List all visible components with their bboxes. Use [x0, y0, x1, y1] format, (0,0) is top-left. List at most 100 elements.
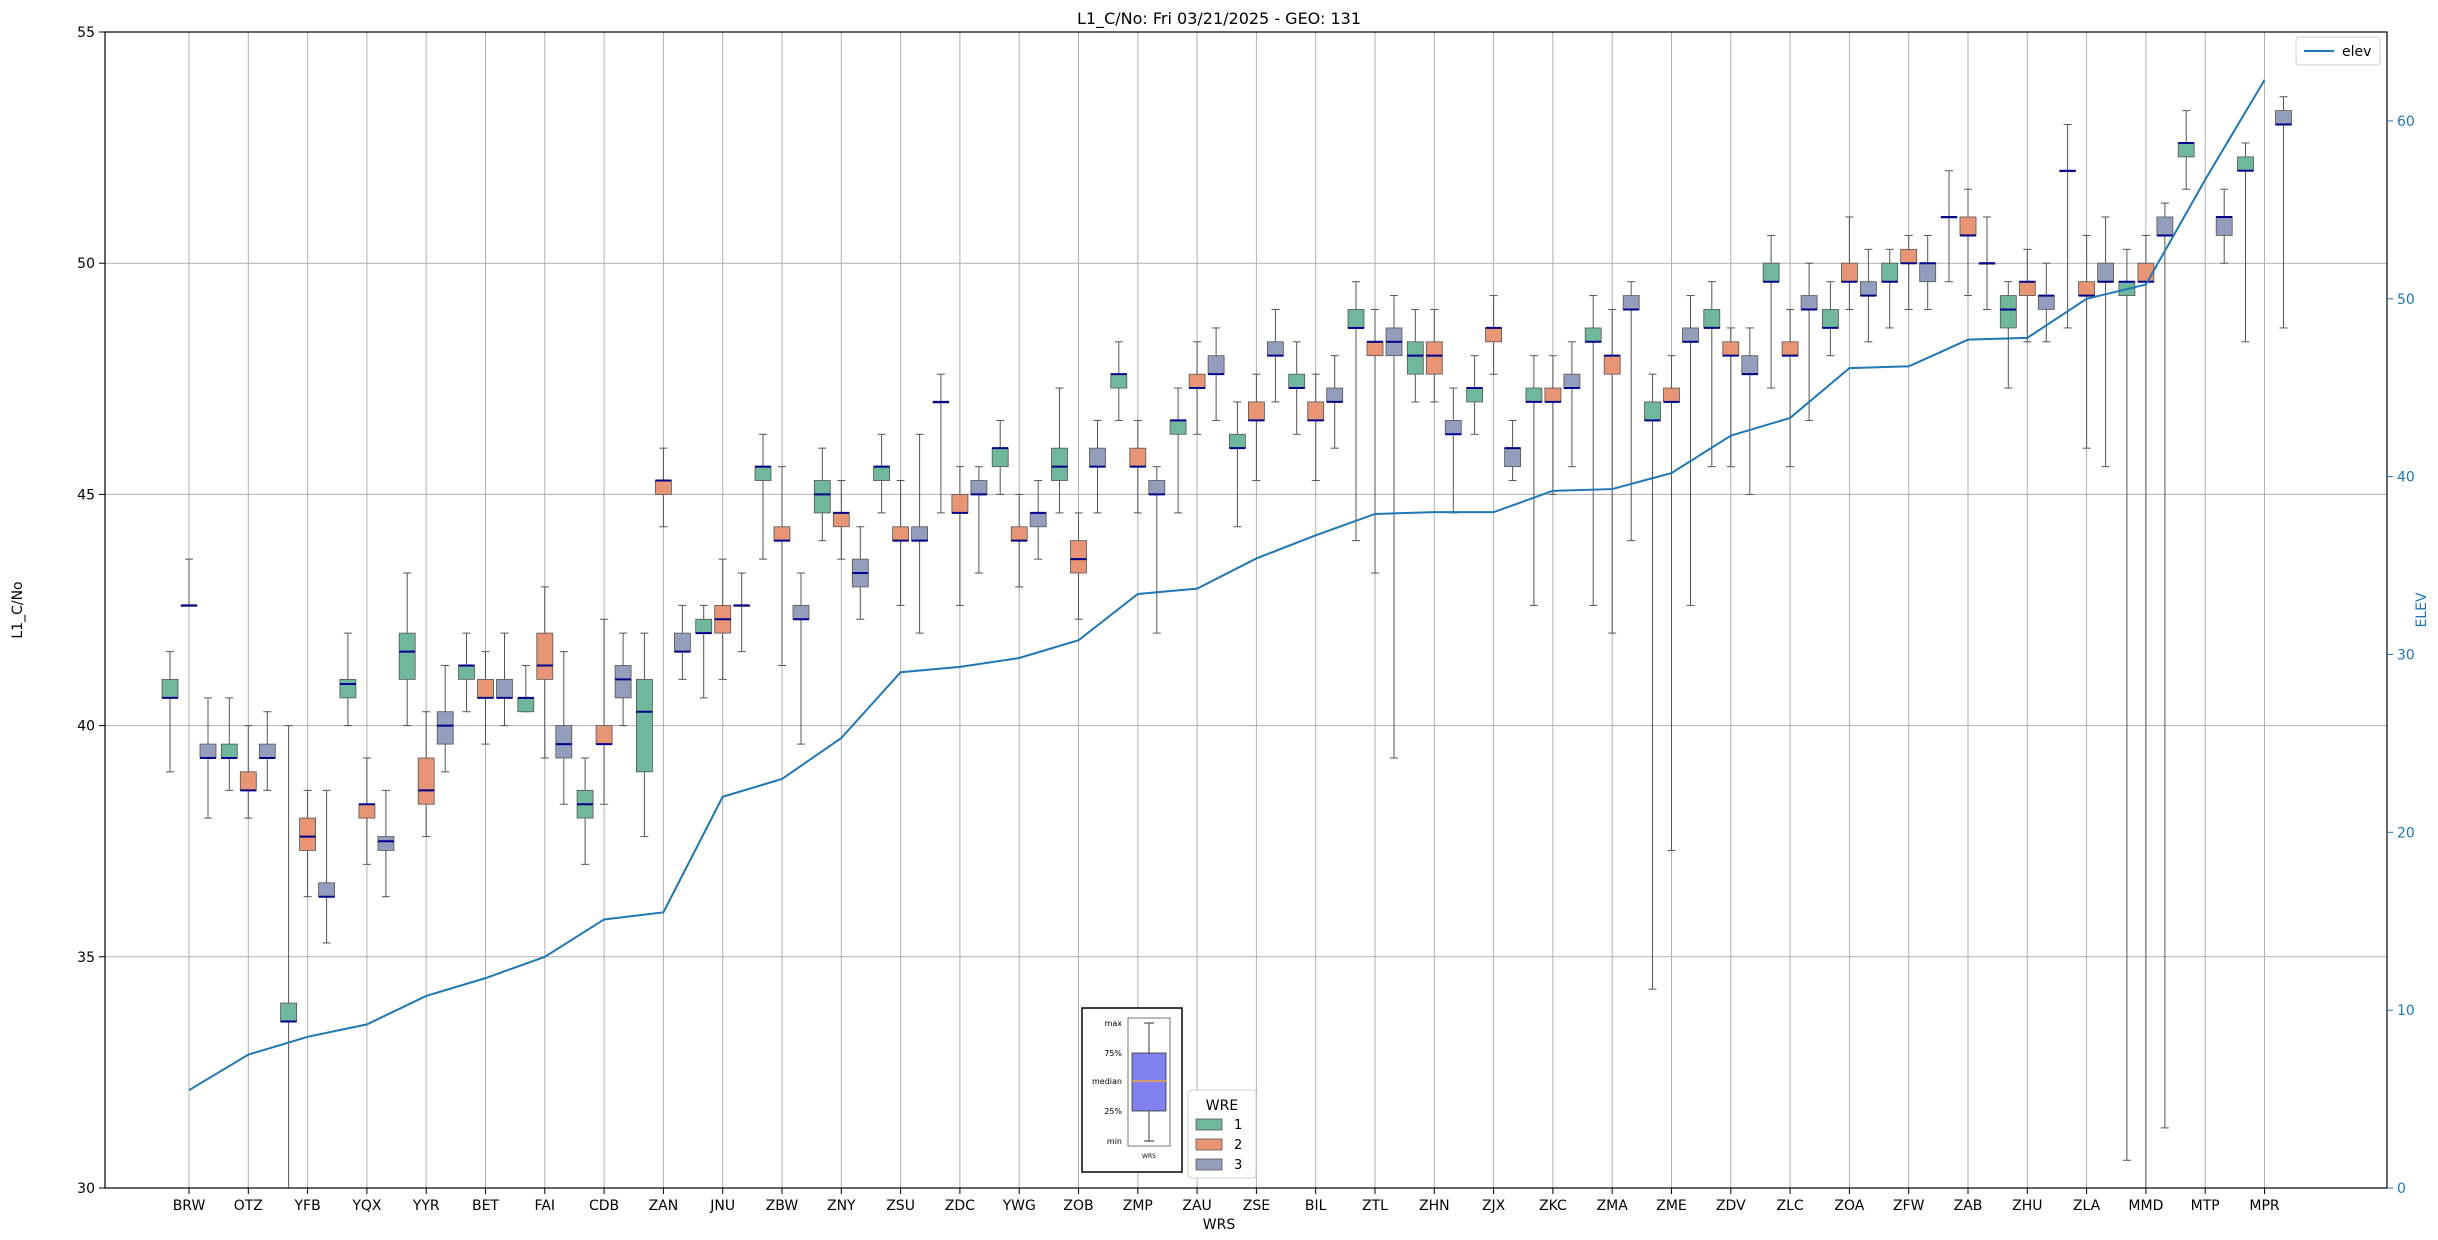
box-iqr	[2177, 142, 2195, 158]
box-iqr	[911, 526, 928, 542]
box-zjx-wre1	[1466, 355, 1483, 435]
box-zse-wre3	[1267, 308, 1284, 403]
box-iqr	[436, 711, 454, 745]
box-iqr	[951, 493, 969, 514]
box-iqr	[2237, 156, 2254, 172]
box-iqr	[873, 466, 890, 481]
box-zan-wre2	[655, 447, 672, 528]
wre-legend-swatch-3	[1195, 1158, 1223, 1171]
x-tick-label: YYR	[412, 1198, 440, 1214]
box-bet-wre1	[458, 632, 475, 713]
box-iqr	[2156, 216, 2174, 236]
box-iqr	[636, 678, 653, 773]
box-zbw-wre3	[792, 572, 810, 745]
box-zoa-wre1	[1822, 281, 1839, 357]
box-iqr	[595, 725, 613, 745]
box-iqr	[536, 632, 554, 680]
box-brw-wre2	[180, 558, 198, 607]
elev-line-group	[188, 79, 2266, 1092]
box-iqr	[318, 882, 336, 898]
box-zfw-wre1	[1881, 248, 1899, 329]
y-right-tick-label: 20	[2397, 825, 2415, 841]
box-iqr	[1089, 447, 1106, 468]
box-zma-wre1	[1584, 295, 1602, 606]
box-zme-wre1	[1644, 373, 1661, 990]
box-iqr	[417, 757, 435, 805]
y-tick-label: 55	[77, 25, 95, 41]
box-iqr	[1563, 373, 1581, 389]
y-right-tick-label: 10	[2397, 1003, 2415, 1019]
box-iqr	[1722, 341, 1740, 357]
box-iqr	[695, 618, 713, 634]
box-yyr-wre1	[398, 572, 416, 727]
box-zkc-wre1	[1525, 355, 1543, 606]
key-box	[1131, 1052, 1167, 1112]
box-iqr	[1347, 309, 1365, 329]
box-zau-wre1	[1169, 387, 1187, 514]
box-iqr	[991, 447, 1009, 468]
box-zbw-wre1	[754, 433, 772, 560]
x-tick-label: ZNY	[827, 1198, 856, 1214]
box-yfb-wre3	[318, 789, 336, 944]
box-zbw-wre2	[773, 466, 791, 666]
box-iqr	[2078, 281, 2096, 296]
y-tick-label: 50	[77, 256, 95, 272]
x-tick-label: ZKC	[1539, 1198, 1567, 1214]
box-bet-wre2	[477, 651, 494, 745]
box-iqr	[1169, 420, 1187, 435]
box-zlc-wre1	[1762, 234, 1780, 389]
box-iqr	[1860, 281, 1877, 296]
box-iqr	[832, 512, 850, 528]
y-tick-label: 45	[77, 487, 95, 503]
y-right-tick-label: 60	[2397, 114, 2415, 130]
x-axis-label: WRS	[1203, 1217, 1236, 1233]
box-iqr	[1999, 295, 2017, 329]
box-iqr	[339, 678, 357, 699]
box-zdv-wre3	[1741, 327, 1759, 495]
box-iqr	[1800, 295, 1818, 310]
box-iqr	[1148, 480, 1166, 495]
wre-legend-title: WRE	[1206, 1098, 1238, 1114]
box-ztl-wre2	[1366, 308, 1384, 574]
x-tick-label: ZLC	[1777, 1198, 1804, 1214]
box-iqr	[1485, 327, 1502, 343]
box-bet-wre3	[496, 632, 513, 727]
elev-legend-frame	[2295, 36, 2381, 66]
box-fai-wre3	[555, 651, 573, 805]
box-iqr	[1307, 401, 1325, 421]
box-otz-wre3	[258, 711, 276, 791]
x-tick-label: ZJX	[1482, 1198, 1506, 1214]
box-bil-wre2	[1307, 373, 1325, 482]
box-zob-wre2	[1070, 512, 1087, 620]
box-iqr	[614, 665, 632, 699]
box-iqr	[754, 466, 772, 481]
wre-legend-label-1: 1	[1234, 1118, 1242, 1133]
box-yfb-wre1	[280, 725, 298, 1189]
x-tick-label: ZSE	[1243, 1198, 1270, 1214]
box-iqr	[280, 1002, 298, 1022]
box-zla-wre3	[2097, 216, 2115, 468]
x-tick-label: FAI	[535, 1198, 555, 1214]
box-iqr	[1644, 401, 1661, 421]
box-zlc-wre2	[1781, 308, 1799, 468]
box-iqr	[1544, 387, 1562, 403]
x-tick-label: BRW	[173, 1198, 206, 1214]
box-iqr	[1781, 341, 1799, 357]
box-iqr	[477, 678, 494, 699]
box-zkc-wre2	[1544, 355, 1562, 495]
x-tick-label: ZMA	[1597, 1198, 1629, 1214]
box-ztl-wre3	[1385, 295, 1403, 759]
wre-legend-label-3: 3	[1234, 1158, 1242, 1173]
box-iqr	[161, 678, 179, 699]
box-iqr	[199, 743, 217, 759]
box-iqr	[674, 632, 691, 653]
box-yyr-wre2	[417, 711, 435, 838]
plot-frame	[104, 31, 2388, 1189]
box-iqr	[1010, 526, 1028, 542]
box-iqr	[1682, 327, 1699, 343]
box-key-inset: max 75% median 25% min WRS	[1081, 1007, 1183, 1173]
y-right-tick-label: 50	[2397, 292, 2415, 308]
x-tick-label: ZMP	[1123, 1198, 1153, 1214]
box-brw-wre1	[161, 651, 179, 773]
box-otz-wre2	[239, 725, 257, 819]
